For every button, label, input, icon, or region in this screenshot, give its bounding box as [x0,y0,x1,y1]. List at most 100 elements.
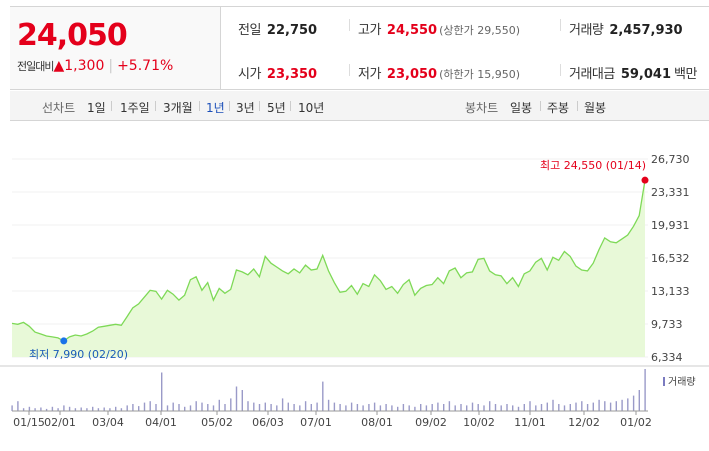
volume-bar [627,398,629,411]
volume-bar [22,408,25,411]
volume-bar [581,401,583,411]
x-tick-label: 12/02 [568,416,600,429]
current-price-panel: 24,050 전일대비▲1,300 | +5.71% [10,7,221,89]
volume-bar [57,408,59,411]
x-tick-label: 10/02 [463,416,495,429]
volume-bar [247,401,249,411]
volume-bar [535,405,537,411]
volume-bar [397,406,399,411]
volume-bar [155,404,157,411]
volume-bar [143,402,146,411]
volume-bar [615,401,617,411]
volume-bar [356,404,359,411]
period-5y[interactable]: 5년 [267,101,286,115]
volume-bar [586,404,589,411]
volume-bar [500,405,502,411]
volume-bar [207,404,209,411]
volume-bar [408,405,410,411]
x-tick-label: 05/02 [201,416,233,429]
volume-bar [420,404,422,411]
x-tick-label: 02/01 [44,416,76,429]
volume-bar [28,406,31,411]
volume-bar [373,402,376,411]
volume-bar [172,402,174,411]
period-1d[interactable]: 1일 [87,101,106,115]
stats-panel: 전일 22,750 고가 24,550 (상한가 29,550) 거래량 2,457,9… [222,7,709,89]
candle-monthly[interactable]: 월봉 [584,101,607,115]
volume-bar [431,404,433,411]
candle-chart-label: 봉차트 [465,101,499,115]
candle-weekly[interactable]: 주봉 [547,101,570,115]
y-axis: 26,730 23,331 19,931 16,532 13,133 9,733 6,334 [651,153,690,364]
volume-bar [80,407,82,411]
min-price-label: 최저 7,990 (02/20) [29,348,128,361]
volume-bar [598,399,600,411]
volume-bar [546,402,548,411]
x-tick-label: 01/02 [620,416,652,429]
volume-bar [414,406,416,411]
volume-bar [281,398,284,411]
volume-bar [391,405,393,411]
period-10y[interactable]: 10년 [298,101,325,115]
volume-bar [494,404,497,411]
y-tick-label: 26,730 [651,153,690,166]
stat-prev-close: 전일 22,750 [238,23,318,38]
price-chart: 26,730 23,331 19,931 16,532 13,133 9,733 6,334… [0,153,709,429]
change-label: 전일대비 [17,60,54,73]
volume-bar [224,404,226,411]
stat-low: 저가 23,050 (하한가 15,950) [358,67,521,82]
volume-bar [212,405,215,411]
volume-bar [609,402,612,411]
y-tick-label: 9,733 [651,318,683,331]
min-price-marker [60,337,68,345]
volume-bar [368,404,370,411]
volume-bar [86,408,88,411]
volume-bar [293,404,295,411]
max-price-label: 최고 24,550 (01/14) [540,159,646,172]
y-tick-label: 6,334 [651,351,683,364]
volume-bar [569,404,571,411]
volume-bar [310,404,312,411]
volume-bar [322,381,324,411]
period-3m[interactable]: 3개월 [163,101,193,115]
x-axis: 01/15 02/01 03/04 04/01 05/02 06/03 07/01 08/01… [13,411,652,429]
volume-bar [529,401,531,411]
period-1w[interactable]: 1주일 [120,101,150,115]
line-chart-label: 선차트 [42,101,76,115]
volume-bar [592,402,594,411]
volume-bar [149,401,151,411]
volume-bar [454,405,456,411]
change-rate: +5.71% [117,58,174,74]
volume-bar [195,401,197,411]
chart-toolbar: 선차트 1일 1주일 3개월 1년 3년 5년 10년 봉차트 일봉 주봉 월봉 [10,91,709,121]
volume-bar [74,408,77,411]
x-tick-label: 06/03 [252,416,284,429]
volume-bar [523,404,525,411]
x-tick-label: 07/01 [300,416,332,429]
volume-bar [161,372,163,411]
volume-bar [115,406,117,411]
stat-amount: 거래대금 59,041 백만 [569,67,697,82]
max-price-marker [641,176,649,184]
volume-bar [276,405,278,411]
stat-open: 시가 23,350 [238,67,318,82]
period-1y[interactable]: 1년 [206,101,225,115]
volume-bar [184,406,186,411]
volume-bar [460,404,462,411]
volume-bar [120,408,123,411]
volume-legend: 거래량 [663,376,696,388]
volume-bar [45,408,48,411]
volume-bar [402,404,405,411]
volume-bar [166,405,169,411]
volume-bar [63,405,65,411]
volume-bar [235,386,238,411]
volume-bar [448,401,451,411]
y-tick-label: 23,331 [651,186,690,199]
candle-daily[interactable]: 일봉 [510,101,533,115]
volume-bar [218,399,220,411]
volume-bar [189,405,192,411]
volume-bar [563,405,566,411]
current-price: 24,050 [17,18,128,53]
period-3y[interactable]: 3년 [236,101,255,115]
x-tick-label: 08/01 [361,416,393,429]
